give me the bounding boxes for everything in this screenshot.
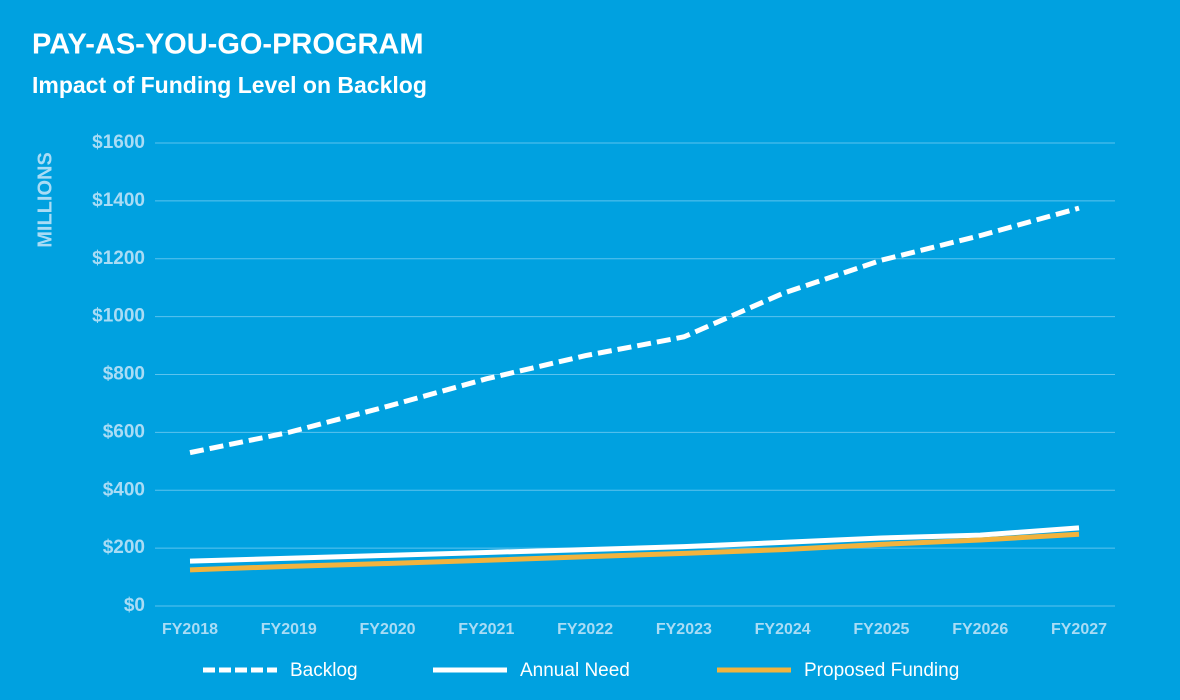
legend-label: Backlog (290, 660, 358, 681)
x-tick-label: FY2024 (755, 621, 811, 638)
x-tick-label: FY2021 (458, 621, 514, 638)
chart-title: PAY-AS-YOU-GO-PROGRAM (32, 29, 424, 61)
x-tick-label: FY2025 (853, 621, 909, 638)
chart-subtitle: Impact of Funding Level on Backlog (32, 72, 427, 98)
x-tick-label: FY2022 (557, 621, 613, 638)
series-line (189, 525, 1080, 564)
legend-label: Proposed Funding (804, 660, 959, 681)
x-tick-label: FY2020 (360, 621, 416, 638)
x-tick-label: FY2023 (656, 621, 712, 638)
x-tick-label: FY2027 (1051, 621, 1107, 638)
y-tick-label: $800 (103, 364, 145, 385)
series-line (189, 531, 1080, 573)
y-tick-label: $1600 (92, 132, 145, 153)
series-line (189, 205, 1080, 456)
legend-label: Annual Need (520, 660, 630, 681)
y-axis-label: MILLIONS (34, 152, 56, 248)
y-tick-label: $600 (103, 421, 145, 442)
y-tick-label: $200 (103, 537, 145, 558)
y-tick-label: $1000 (92, 306, 145, 327)
x-tick-label: FY2018 (162, 621, 218, 638)
x-tick-label: FY2026 (952, 621, 1008, 638)
y-tick-label: $0 (124, 595, 145, 616)
y-tick-label: $1200 (92, 248, 145, 269)
y-tick-label: $400 (103, 479, 145, 500)
x-tick-label: FY2019 (261, 621, 317, 638)
y-tick-label: $1400 (92, 190, 145, 211)
